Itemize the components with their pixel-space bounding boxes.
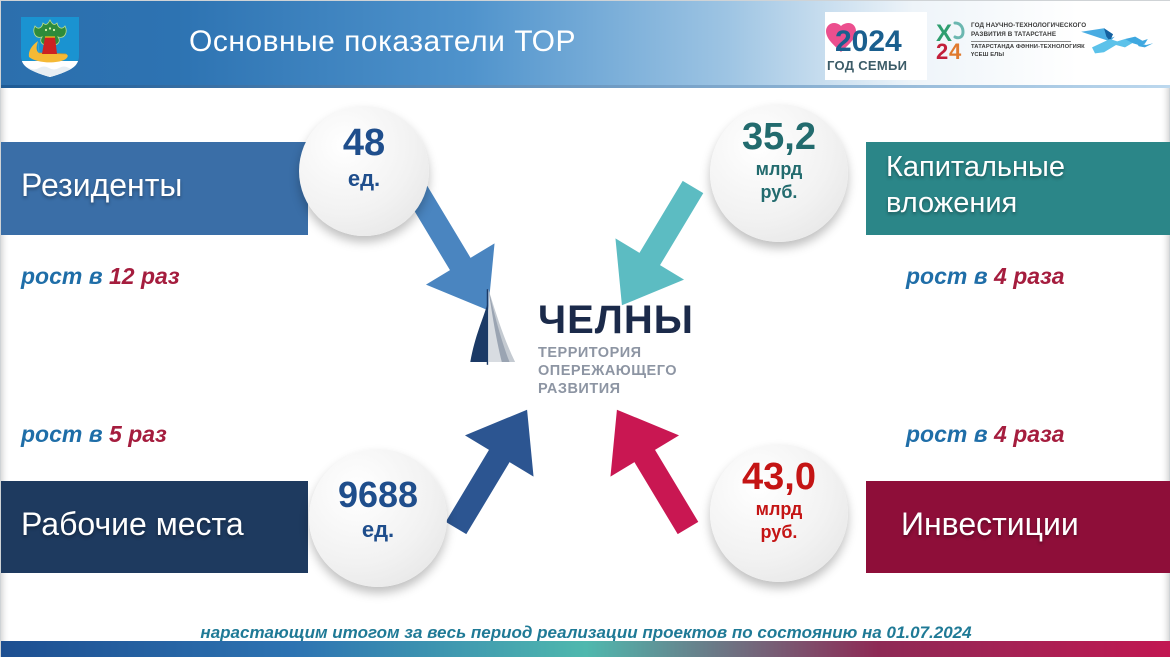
svg-text:ГОД СЕМЬИ: ГОД СЕМЬИ [827, 58, 907, 73]
svg-text:2024: 2024 [835, 25, 902, 58]
svg-text:4: 4 [949, 39, 962, 64]
svg-text:2: 2 [936, 39, 948, 64]
